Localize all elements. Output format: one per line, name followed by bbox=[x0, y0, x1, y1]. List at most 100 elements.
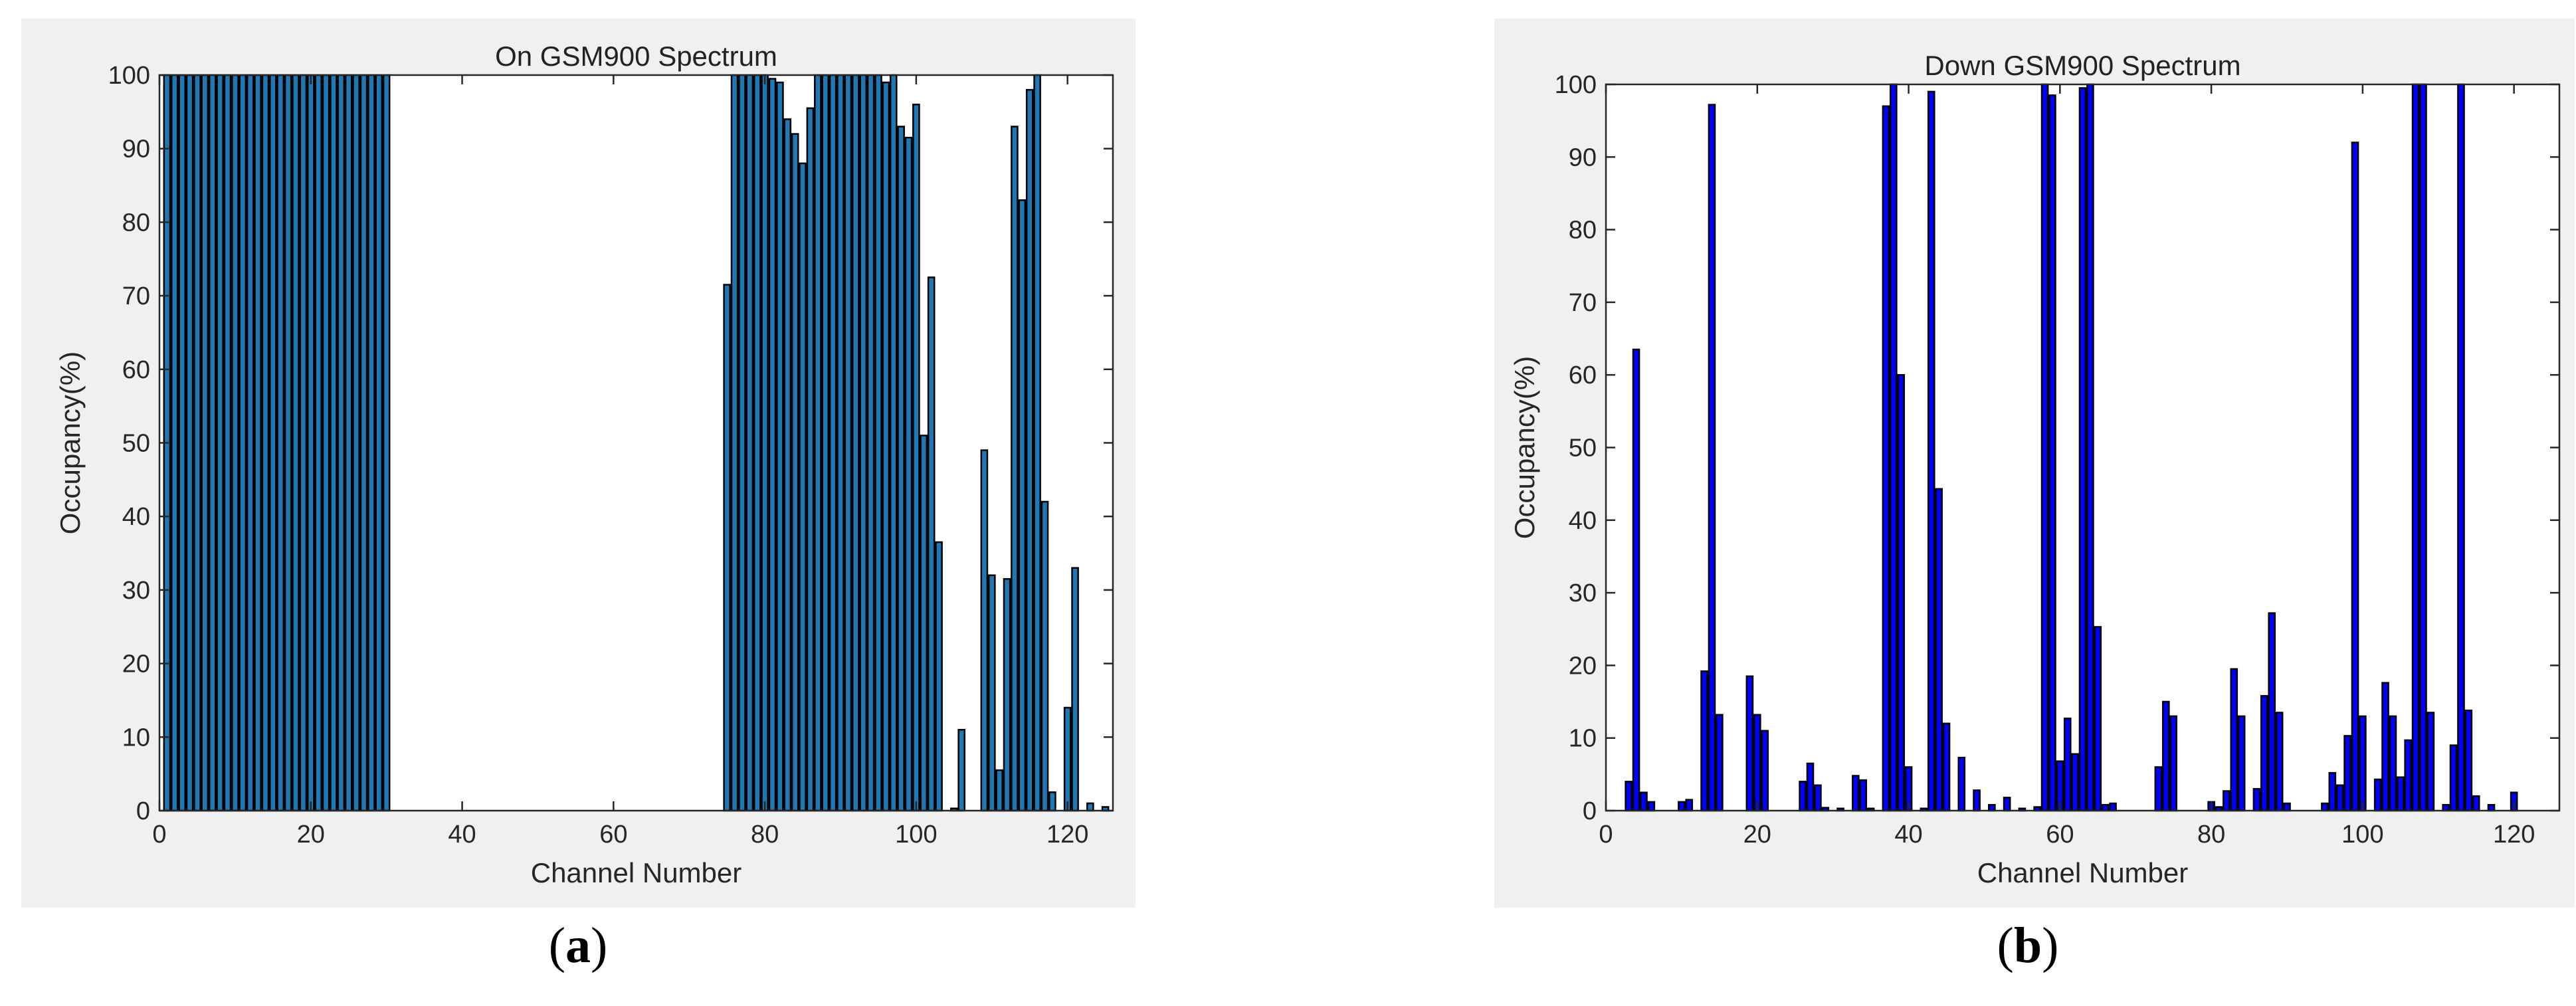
y-tick-label: 100 bbox=[1555, 71, 1597, 99]
chart-panel-b: 0 20 40 60 80 100 120 0 10 20 30 40 50 60 70 80 90 100 Dow… bbox=[1494, 19, 2575, 908]
bar bbox=[2154, 766, 2163, 812]
y-tick-label: 70 bbox=[1569, 289, 1597, 317]
y-tick-label: 80 bbox=[1569, 217, 1597, 245]
bar bbox=[829, 74, 837, 812]
bar bbox=[738, 74, 746, 812]
bar bbox=[837, 74, 844, 812]
chart-panel-a: 0 20 40 60 80 100 120 0 10 20 30 40 50 60 70 80 90 100 On … bbox=[21, 19, 1136, 908]
chart-b-svg: 0 20 40 60 80 100 120 0 10 20 30 40 50 60 70 80 90 100 Dow… bbox=[1509, 50, 2561, 888]
x-tick-label: 0 bbox=[1599, 821, 1613, 849]
y-tick-label: 50 bbox=[1569, 435, 1597, 462]
bar bbox=[1063, 706, 1072, 812]
bar bbox=[2063, 717, 2072, 812]
bar bbox=[2078, 87, 2087, 812]
bar bbox=[1033, 74, 1041, 812]
bar bbox=[761, 74, 769, 812]
bar bbox=[904, 136, 913, 812]
bar bbox=[791, 133, 799, 812]
bar bbox=[2321, 802, 2329, 812]
bar bbox=[2427, 712, 2435, 812]
chart-title: On GSM900 Spectrum bbox=[495, 41, 777, 72]
bar bbox=[995, 769, 1003, 812]
bar bbox=[292, 74, 300, 812]
bar bbox=[2457, 83, 2465, 812]
bar bbox=[322, 74, 330, 812]
bar bbox=[2169, 715, 2177, 812]
bar bbox=[1806, 762, 1815, 812]
bar bbox=[851, 74, 860, 812]
bar bbox=[2283, 802, 2291, 812]
bar bbox=[1761, 730, 1769, 812]
bar bbox=[783, 118, 792, 812]
bar bbox=[2101, 804, 2110, 812]
bar bbox=[987, 574, 996, 812]
bar bbox=[1935, 488, 1943, 812]
y-tick-label: 0 bbox=[1583, 797, 1597, 825]
bar bbox=[874, 74, 882, 812]
bar bbox=[1625, 781, 1633, 812]
y-tick-label: 10 bbox=[1569, 725, 1597, 753]
bar bbox=[216, 74, 224, 812]
x-tick-label: 0 bbox=[152, 821, 166, 849]
bar bbox=[1973, 789, 1981, 812]
x-axis-label: Channel Number bbox=[531, 857, 742, 888]
bar bbox=[193, 74, 201, 812]
bar bbox=[2487, 804, 2496, 812]
bar bbox=[1927, 90, 1935, 812]
y-tick-label: 10 bbox=[122, 724, 150, 752]
y-axis-label: Occupancy(%) bbox=[1509, 356, 1540, 539]
bar bbox=[1678, 801, 1686, 812]
bar bbox=[2359, 715, 2367, 812]
bar bbox=[1897, 373, 1905, 812]
bar bbox=[1685, 799, 1694, 812]
bar bbox=[299, 74, 308, 812]
bar bbox=[2381, 682, 2389, 812]
y-tick-label: 90 bbox=[122, 136, 150, 163]
x-tick-label: 100 bbox=[895, 821, 937, 849]
y-axis-label: Occupancy(%) bbox=[54, 352, 86, 534]
bar bbox=[2389, 715, 2397, 812]
bar bbox=[2335, 784, 2344, 812]
bar bbox=[814, 74, 822, 812]
y-tick-label: 0 bbox=[136, 797, 150, 825]
bar bbox=[2223, 790, 2230, 812]
bar bbox=[776, 81, 784, 812]
x-axis-label: Channel Number bbox=[1977, 857, 2189, 888]
y-tick-label: 60 bbox=[122, 356, 150, 384]
bar bbox=[246, 74, 254, 812]
bar bbox=[2275, 712, 2284, 812]
x-tick-label: 60 bbox=[599, 821, 627, 849]
bar bbox=[2268, 612, 2276, 812]
bar bbox=[1003, 578, 1011, 812]
x-tick-label: 20 bbox=[297, 821, 325, 849]
bar bbox=[2230, 668, 2238, 812]
bar bbox=[1647, 801, 1656, 812]
bar bbox=[745, 74, 754, 812]
bar bbox=[806, 107, 815, 812]
bar bbox=[1716, 714, 1724, 812]
y-tick-label: 90 bbox=[1569, 144, 1597, 171]
bar bbox=[1745, 675, 1754, 812]
bar bbox=[1957, 756, 1966, 812]
y-tick-label: 80 bbox=[122, 209, 150, 237]
bar bbox=[239, 74, 247, 812]
bar bbox=[980, 449, 989, 812]
y-tick-label: 20 bbox=[1569, 652, 1597, 680]
y-tick-label: 30 bbox=[1569, 579, 1597, 607]
y-tick-label: 40 bbox=[122, 503, 150, 531]
bar bbox=[927, 276, 936, 812]
bar bbox=[723, 284, 731, 812]
bar bbox=[2419, 83, 2427, 812]
bar bbox=[2343, 735, 2351, 812]
bar bbox=[912, 104, 920, 812]
bar bbox=[844, 74, 852, 812]
bar bbox=[935, 541, 943, 812]
x-tick-label: 100 bbox=[2341, 821, 2383, 849]
bar bbox=[2464, 709, 2473, 812]
bar bbox=[2086, 83, 2094, 812]
y-tick-label: 40 bbox=[1569, 507, 1597, 535]
bar bbox=[375, 74, 383, 812]
bar bbox=[1889, 83, 1898, 812]
bar bbox=[208, 74, 217, 812]
bar bbox=[768, 78, 777, 812]
